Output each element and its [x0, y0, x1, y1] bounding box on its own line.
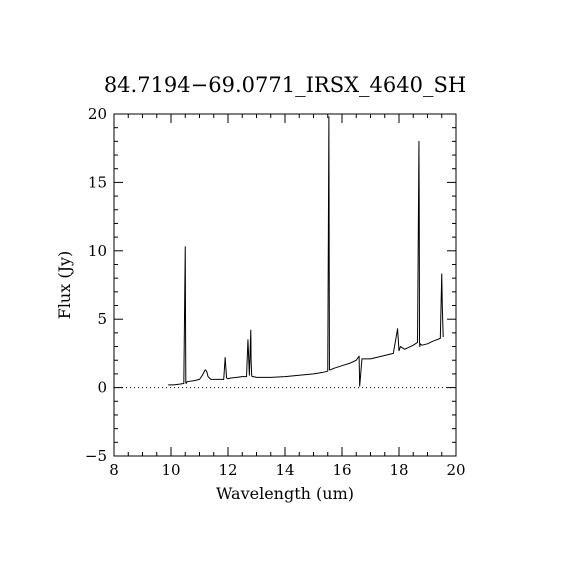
y-tick-label: 0 — [97, 379, 107, 397]
spectrum-line — [168, 116, 444, 387]
axis-ticks: 8 10 12 14 16 18 20 −5 0 5 10 15 20 — [85, 105, 466, 479]
x-tick-label: 18 — [389, 461, 408, 479]
x-tick-label: 14 — [275, 461, 294, 479]
x-tick-label: 10 — [161, 461, 180, 479]
x-axis-label: Wavelength (um) — [216, 484, 354, 503]
y-tick-label: 20 — [88, 105, 107, 123]
series-layer — [114, 116, 456, 389]
y-tick-label: 5 — [97, 310, 107, 328]
x-tick-label: 20 — [446, 461, 465, 479]
y-tick-label: 10 — [88, 242, 107, 260]
y-tick-label: −5 — [85, 447, 107, 465]
chart-title: 84.7194−69.0771_IRSX_4640_SH — [104, 73, 466, 97]
y-tick-label: 15 — [88, 173, 107, 191]
plot-frame — [113, 113, 457, 457]
y-axis-label: Flux (Jy) — [55, 251, 74, 320]
x-tick-label: 12 — [218, 461, 237, 479]
x-tick-label: 16 — [332, 461, 351, 479]
x-tick-label: 8 — [109, 461, 119, 479]
